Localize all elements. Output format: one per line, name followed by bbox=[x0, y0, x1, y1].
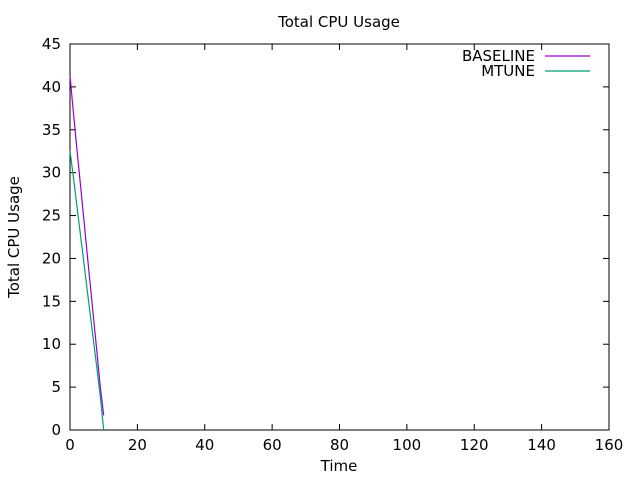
x-tick-label: 140 bbox=[527, 436, 556, 454]
y-tick-label: 25 bbox=[42, 207, 61, 225]
x-tick-label: 40 bbox=[195, 436, 214, 454]
x-tick-label: 100 bbox=[393, 436, 422, 454]
y-tick-label: 20 bbox=[42, 249, 61, 267]
y-tick-label: 0 bbox=[51, 421, 61, 439]
x-tick-label: 0 bbox=[65, 436, 75, 454]
legend-label-mtune: MTUNE bbox=[481, 62, 535, 80]
y-axis-label: Total CPU Usage bbox=[5, 176, 23, 299]
series-layer bbox=[69, 75, 105, 431]
y-tick-label: 30 bbox=[42, 164, 61, 182]
y-tick-label: 35 bbox=[42, 121, 61, 139]
x-tick-label: 120 bbox=[460, 436, 489, 454]
chart-title: Total CPU Usage bbox=[277, 13, 400, 31]
y-tick-label: 15 bbox=[42, 292, 61, 310]
series-line-mtune bbox=[69, 151, 105, 431]
x-tick-label: 80 bbox=[330, 436, 349, 454]
legend-label-baseline: BASELINE bbox=[462, 47, 535, 65]
y-tick-label: 40 bbox=[42, 78, 61, 96]
plot-frame bbox=[69, 43, 610, 431]
x-tick-label: 160 bbox=[595, 436, 624, 454]
y-axis: 0 5 10 15 20 25 30 35 40 45 bbox=[42, 35, 609, 439]
y-tick-label: 45 bbox=[42, 35, 61, 53]
x-tick-label: 60 bbox=[263, 436, 282, 454]
series-line-baseline bbox=[69, 75, 105, 416]
x-axis-label: Time bbox=[320, 457, 358, 475]
y-tick-label: 5 bbox=[51, 378, 61, 396]
x-tick-label: 20 bbox=[128, 436, 147, 454]
x-axis: 0 20 40 60 80 100 120 140 160 bbox=[65, 44, 623, 454]
y-tick-label: 10 bbox=[42, 335, 61, 353]
